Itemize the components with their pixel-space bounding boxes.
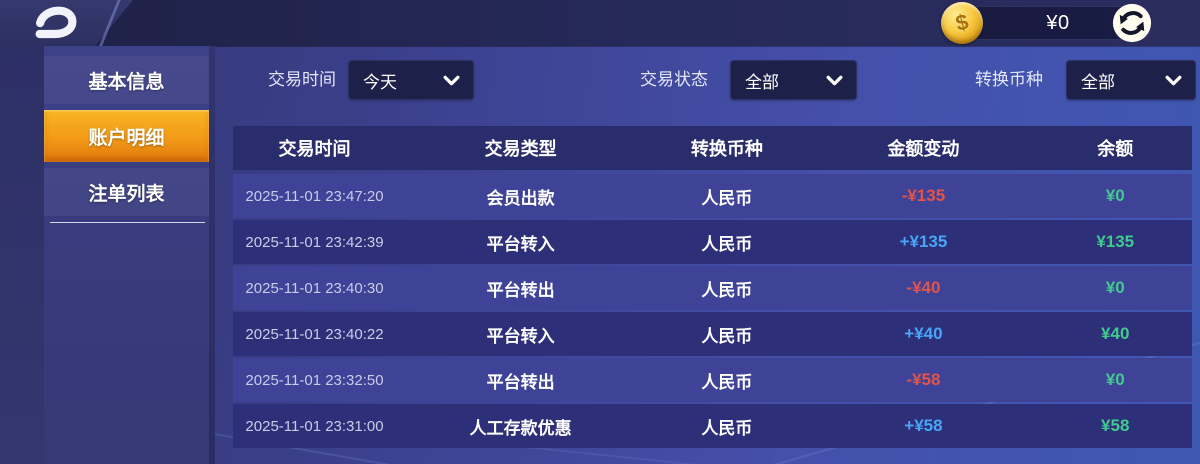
gold-coin-icon: $ (941, 2, 983, 44)
cell-balance: ¥0 (1105, 186, 1125, 205)
cell-time: 2025-11-01 23:42:39 (245, 233, 384, 251)
table-row: 2025-11-01 23:31:00 人工存款优惠 人民币 +¥58 ¥58 (233, 404, 1192, 448)
left-edge-strip (0, 46, 44, 464)
cell-amount: +¥40 (904, 324, 943, 343)
chevron-down-icon (826, 75, 857, 86)
cell-currency: 人民币 (701, 188, 753, 208)
table-header-cell: 金额变动 (887, 139, 960, 159)
sidebar-item-label: 注单列表 (88, 183, 165, 205)
sidebar-item-account-details[interactable]: 账户明细 (44, 110, 209, 162)
table-row: 2025-11-01 23:42:39 平台转入 人民币 +¥135 ¥135 (233, 220, 1192, 264)
cell-amount: +¥58 (904, 416, 943, 435)
dropdown-transaction-time[interactable]: 今天 (348, 60, 474, 100)
cell-type: 平台转出 (486, 372, 555, 392)
cell-currency: 人民币 (701, 418, 753, 438)
cell-time: 2025-11-01 23:40:22 (245, 325, 384, 343)
cell-balance: ¥40 (1101, 324, 1130, 343)
filter-label-transaction-time: 交易时间 (268, 70, 336, 89)
transactions-table: 交易时间 交易类型 转换币种 金额变动 余额 2025-11-01 23:47:20 会员… (233, 126, 1192, 450)
table-header-cell: 交易时间 (278, 139, 351, 159)
cell-type: 人工存款优惠 (469, 418, 572, 438)
chevron-down-icon (1165, 75, 1196, 86)
chevron-down-icon (443, 75, 474, 86)
cell-balance: ¥0 (1105, 370, 1125, 389)
dropdown-convert-currency[interactable]: 全部 (1066, 60, 1196, 100)
table-row: 2025-11-01 23:32:50 平台转出 人民币 -¥58 ¥0 (233, 358, 1192, 402)
cell-type: 会员出款 (486, 188, 555, 208)
filter-label-transaction-status: 交易状态 (640, 70, 708, 89)
coin-symbol: $ (952, 8, 971, 37)
cell-type: 平台转入 (486, 326, 555, 346)
sidebar-item-basic-info[interactable]: 基本信息 (44, 56, 209, 104)
refresh-button[interactable] (1112, 3, 1152, 43)
cell-time: 2025-11-01 23:32:50 (245, 371, 384, 389)
table-header-cell: 余额 (1097, 139, 1134, 159)
cell-time: 2025-11-01 23:31:00 (245, 417, 384, 435)
table-row: 2025-11-01 23:40:22 平台转入 人民币 +¥40 ¥40 (233, 312, 1192, 356)
sidebar: 基本信息 账户明细 注单列表 (44, 46, 215, 464)
table-row: 2025-11-01 23:40:30 平台转出 人民币 -¥40 ¥0 (233, 266, 1192, 310)
table-header-row: 交易时间 交易类型 转换币种 金额变动 余额 (233, 126, 1192, 170)
cell-currency: 人民币 (701, 326, 753, 346)
cell-amount: -¥58 (906, 370, 941, 389)
cell-currency: 人民币 (701, 234, 753, 254)
refresh-icon (1112, 3, 1152, 43)
cell-amount: -¥40 (906, 278, 941, 297)
cell-type: 平台转出 (486, 280, 555, 300)
cell-currency: 人民币 (701, 372, 753, 392)
dropdown-value: 全部 (1081, 72, 1115, 92)
cell-time: 2025-11-01 23:40:30 (245, 279, 384, 297)
dropdown-transaction-status[interactable]: 全部 (730, 60, 857, 100)
dropdown-value: 今天 (363, 72, 397, 92)
cell-amount: +¥135 (899, 232, 948, 251)
sidebar-item-label: 账户明细 (88, 127, 165, 149)
cell-balance: ¥58 (1101, 416, 1130, 435)
table-header-cell: 交易类型 (484, 139, 557, 159)
cell-amount: -¥135 (901, 186, 946, 205)
sidebar-item-label: 基本信息 (88, 71, 165, 93)
sidebar-item-bet-list[interactable]: 注单列表 (44, 168, 209, 216)
dropdown-value: 全部 (745, 72, 779, 92)
table-body: 2025-11-01 23:47:20 会员出款 人民币 -¥135 ¥0 2025-11… (233, 174, 1192, 448)
table-row: 2025-11-01 23:47:20 会员出款 人民币 -¥135 ¥0 (233, 174, 1192, 218)
table-header-cell: 转换币种 (690, 139, 763, 159)
filter-label-convert-currency: 转换币种 (975, 70, 1043, 89)
cell-balance: ¥0 (1105, 278, 1125, 297)
cell-time: 2025-11-01 23:47:20 (245, 187, 384, 205)
brand-d-logo-icon (35, 6, 77, 39)
cell-currency: 人民币 (701, 280, 753, 300)
topbar: ¥0 $ (0, 0, 1200, 52)
balance-amount: ¥0 (1046, 11, 1070, 34)
cell-balance: ¥135 (1096, 232, 1135, 251)
cell-type: 平台转入 (486, 234, 555, 254)
sidebar-separator (50, 222, 205, 223)
